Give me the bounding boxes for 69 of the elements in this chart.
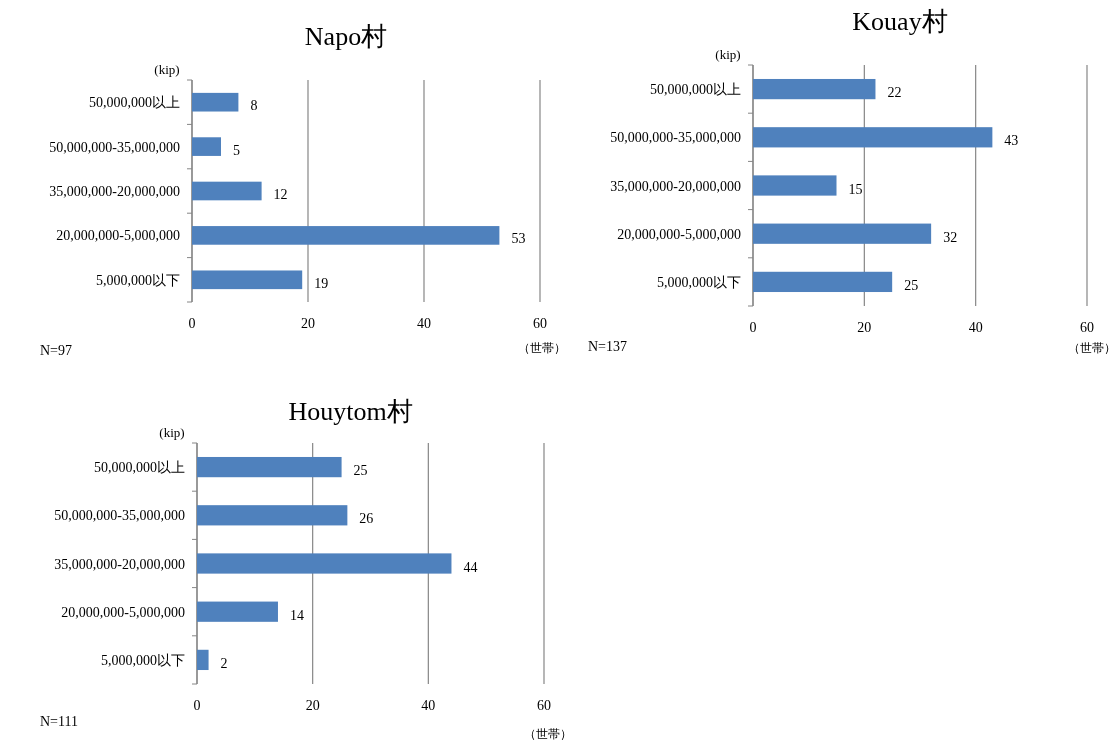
bar bbox=[197, 601, 278, 622]
y-tick-label: 20,000,000-5,000,000 bbox=[61, 604, 185, 620]
y-tick-label: 35,000,000-20,000,000 bbox=[49, 184, 180, 199]
bar bbox=[192, 92, 239, 112]
y-tick-label: 50,000,000-35,000,000 bbox=[610, 130, 741, 146]
data-label: 12 bbox=[273, 187, 288, 202]
bar bbox=[753, 271, 893, 293]
x-tick-label: 40 bbox=[421, 698, 436, 713]
y-axis-title: (kip) bbox=[715, 47, 741, 62]
bar bbox=[192, 226, 500, 245]
data-label: 26 bbox=[359, 511, 374, 527]
chart-title: Kouay村 bbox=[852, 7, 948, 36]
x-tick-label: 0 bbox=[188, 316, 196, 331]
data-label: 14 bbox=[289, 607, 304, 623]
data-label: 32 bbox=[943, 229, 958, 245]
y-tick-label: 5,000,000以下 bbox=[96, 272, 180, 288]
data-label: 43 bbox=[1004, 133, 1019, 149]
bar bbox=[197, 649, 209, 671]
data-label: 2 bbox=[220, 655, 228, 671]
data-label: 44 bbox=[463, 559, 478, 575]
bar bbox=[192, 181, 262, 201]
x-tick-label: 20 bbox=[857, 320, 872, 335]
x-tick-label: 60 bbox=[533, 316, 547, 331]
bar bbox=[192, 270, 303, 290]
text: N=137 bbox=[588, 339, 628, 354]
bar bbox=[753, 223, 932, 244]
y-tick-label: 35,000,000-20,000,000 bbox=[610, 178, 741, 194]
data-label: 5 bbox=[233, 142, 240, 158]
x-axis-title: （世帯） bbox=[518, 341, 566, 355]
bar bbox=[197, 456, 342, 478]
x-tick-label: 60 bbox=[1080, 320, 1094, 335]
y-tick-label: 35,000,000-20,000,000 bbox=[54, 556, 185, 572]
y-axis-title: (kip) bbox=[159, 425, 185, 440]
data-label: 25 bbox=[353, 463, 368, 479]
y-tick-label: 50,000,000-35,000,000 bbox=[49, 139, 180, 155]
y-tick-label: 50,000,000-35,000,000 bbox=[54, 508, 185, 524]
y-tick-label: 50,000,000以上 bbox=[89, 95, 180, 111]
bar bbox=[197, 505, 348, 526]
x-axis-title: （世帯） bbox=[1068, 341, 1115, 355]
x-tick-label: 40 bbox=[968, 320, 983, 335]
text: N=111 bbox=[40, 714, 78, 729]
bar bbox=[753, 78, 876, 100]
bar bbox=[753, 175, 837, 196]
data-label: 25 bbox=[904, 277, 919, 293]
data-label: 15 bbox=[848, 181, 863, 197]
x-tick-label: 0 bbox=[749, 320, 757, 335]
chart-title: Houytom村 bbox=[288, 397, 413, 426]
text: N=97 bbox=[40, 343, 73, 358]
y-tick-label: 5,000,000以下 bbox=[101, 652, 185, 668]
x-tick-label: 20 bbox=[301, 316, 315, 331]
bar bbox=[192, 137, 221, 156]
y-tick-label: 50,000,000以上 bbox=[94, 460, 185, 476]
data-label: 53 bbox=[511, 231, 526, 247]
x-tick-label: 40 bbox=[417, 316, 431, 331]
data-label: 19 bbox=[314, 275, 329, 291]
y-tick-label: 20,000,000-5,000,000 bbox=[56, 228, 180, 244]
x-tick-label: 60 bbox=[537, 698, 551, 713]
chart-title: Napo村 bbox=[304, 22, 388, 51]
y-tick-label: 50,000,000以上 bbox=[650, 82, 741, 98]
y-tick-label: 20,000,000-5,000,000 bbox=[617, 226, 741, 242]
x-axis-title: （世帯） bbox=[524, 727, 572, 740]
y-tick-label: 5,000,000以下 bbox=[657, 274, 741, 290]
y-axis-title: (kip) bbox=[154, 62, 180, 77]
data-label: 8 bbox=[250, 98, 258, 114]
x-tick-label: 0 bbox=[193, 698, 201, 713]
bar bbox=[197, 553, 452, 574]
bar bbox=[753, 127, 993, 148]
data-label: 22 bbox=[887, 85, 902, 101]
x-tick-label: 20 bbox=[305, 698, 320, 713]
